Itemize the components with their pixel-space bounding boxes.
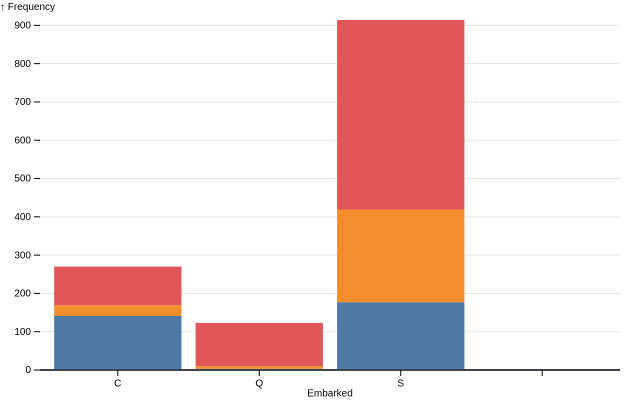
svg-text:900: 900: [14, 21, 31, 32]
svg-text:S: S: [397, 379, 404, 390]
svg-text:800: 800: [14, 59, 31, 70]
svg-text:0: 0: [25, 365, 31, 376]
svg-text:700: 700: [14, 97, 31, 108]
svg-text:Q: Q: [255, 379, 263, 390]
svg-text:400: 400: [14, 212, 31, 223]
svg-text:500: 500: [14, 174, 31, 185]
svg-text:600: 600: [14, 135, 31, 146]
svg-text:200: 200: [14, 289, 31, 300]
svg-text:C: C: [114, 379, 121, 390]
svg-text:100: 100: [14, 327, 31, 338]
svg-text:↑ Frequency: ↑ Frequency: [0, 2, 55, 13]
svg-text:Embarked: Embarked: [307, 389, 353, 400]
svg-text:300: 300: [14, 250, 31, 261]
